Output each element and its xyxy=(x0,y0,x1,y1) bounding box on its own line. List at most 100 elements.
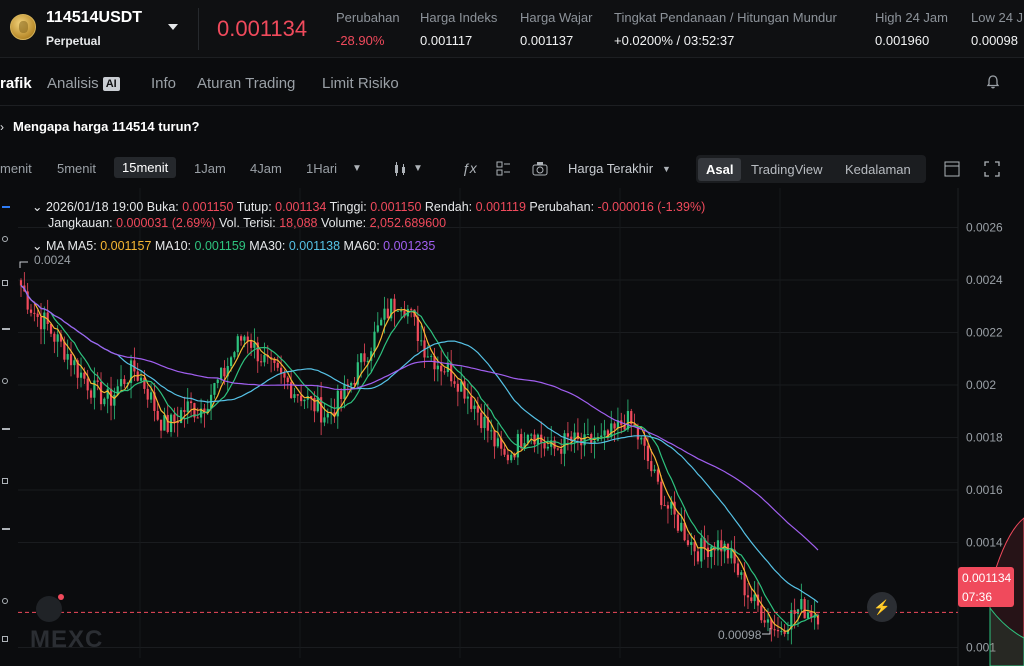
stat-label: High 24 Jam xyxy=(875,10,948,25)
ma30-value: 0.001138 xyxy=(288,239,341,253)
price-type-select[interactable]: Harga Terakhir xyxy=(568,161,654,176)
candle-body xyxy=(440,365,443,372)
volume-value: 2,052.689600 xyxy=(369,216,447,230)
current-price-value: 0.001134 xyxy=(962,571,1012,585)
candle-body xyxy=(396,310,399,312)
y-tick-label: 0.0026 xyxy=(966,221,1003,235)
candle-body xyxy=(500,438,503,449)
timeframe-15min[interactable]: 15menit xyxy=(114,157,177,178)
change-value: -0.000016 (-1.39%) xyxy=(597,200,706,214)
candle-body xyxy=(723,543,726,552)
measure-tool-icon[interactable] xyxy=(2,378,8,384)
low-label: Rendah: xyxy=(424,200,473,214)
view-original[interactable]: Asal xyxy=(698,158,742,181)
crosshair-tool-icon[interactable] xyxy=(2,206,10,208)
view-depth[interactable]: Kedalaman xyxy=(845,162,911,177)
collapse-chevron-icon[interactable]: ⌄ xyxy=(32,200,43,214)
tab-chart[interactable]: rafik xyxy=(0,75,32,92)
delete-tool-icon[interactable] xyxy=(2,636,8,642)
candle-body xyxy=(583,434,586,446)
stat-label: Harga Indeks xyxy=(420,10,498,25)
magnet-tool-icon[interactable] xyxy=(2,478,8,484)
candle-body xyxy=(756,594,760,606)
candle-body xyxy=(223,367,226,377)
candle-body xyxy=(229,357,233,367)
candle-body xyxy=(86,378,89,391)
candle-body xyxy=(59,334,63,342)
candle-body xyxy=(46,312,49,325)
candle-body xyxy=(660,481,663,506)
template-icon[interactable] xyxy=(496,161,511,176)
collapse-chevron-icon[interactable]: ⌄ xyxy=(32,239,43,253)
candle-body xyxy=(760,605,763,621)
bell-icon[interactable] xyxy=(985,74,1001,90)
candle-body xyxy=(336,390,339,417)
tab-trading-rules[interactable]: Aturan Trading xyxy=(197,75,296,92)
candle-body xyxy=(380,319,383,326)
line-tool-icon[interactable] xyxy=(2,236,8,242)
chart-settings-button[interactable] xyxy=(36,594,64,622)
candle-body xyxy=(116,386,119,395)
symbol-dropdown-chevron-icon[interactable] xyxy=(168,24,178,30)
candle-body xyxy=(656,469,660,482)
ohlc-datetime: 2026/01/18 19:00 xyxy=(45,200,144,214)
stat-label: Harga Wajar xyxy=(520,10,593,25)
camera-icon[interactable] xyxy=(532,161,548,176)
quick-trade-bolt-icon[interactable]: ⚡ xyxy=(867,592,897,622)
candle-body xyxy=(736,563,740,575)
tab-analysis[interactable]: Analisis AI xyxy=(47,75,120,92)
candle-type-chevron-icon[interactable]: ▼ xyxy=(413,163,423,174)
candle-body xyxy=(340,390,343,399)
candle-body xyxy=(246,336,249,341)
candle-body xyxy=(186,401,189,413)
tab-risk-limit[interactable]: Limit Risiko xyxy=(322,75,399,92)
candle-body xyxy=(239,336,243,341)
pattern-tool-icon[interactable] xyxy=(2,428,10,430)
candle-body xyxy=(326,413,329,418)
close-value: 0.001134 xyxy=(275,200,327,214)
candle-body xyxy=(536,434,539,445)
candle-body xyxy=(710,546,713,557)
candle-body xyxy=(63,341,66,360)
candle-body xyxy=(193,403,196,418)
candle-body xyxy=(169,414,173,432)
candle-body xyxy=(113,394,116,406)
question-text: Mengapa harga 114514 turun? xyxy=(13,119,200,134)
stat-value: 0.001137 xyxy=(520,33,574,48)
stat-value: 0.00098 xyxy=(971,33,1018,48)
ma5-value: 0.001157 xyxy=(100,239,152,253)
fullscreen-icon[interactable] xyxy=(984,161,1000,177)
timeframe-1h[interactable]: 1Jam xyxy=(194,161,226,176)
shape-tool-icon[interactable] xyxy=(2,280,8,286)
candle-body xyxy=(613,423,616,429)
candle-type-icon[interactable] xyxy=(392,161,408,177)
candle-body xyxy=(806,612,810,619)
candle-body xyxy=(99,381,103,405)
timeframe-1min[interactable]: menit xyxy=(0,161,32,176)
candle-body xyxy=(260,361,263,363)
candlestick-chart[interactable]: 0.0026 0.0024 0.0022 0.002 0.0018 0.0016 0.001… xyxy=(0,188,1024,666)
candle-body xyxy=(563,433,566,454)
layout-icon[interactable] xyxy=(944,161,960,177)
timeframe-5min[interactable]: 5menit xyxy=(57,161,97,176)
price-type-chevron-icon[interactable]: ▼ xyxy=(662,164,671,174)
candle-body xyxy=(523,443,526,449)
candle-body xyxy=(780,631,783,633)
view-tradingview[interactable]: TradingView xyxy=(751,162,823,177)
candle-body xyxy=(456,383,459,392)
timeframe-4h[interactable]: 4Jam xyxy=(250,161,282,176)
lock-tool-icon[interactable] xyxy=(2,528,10,530)
text-tool-icon[interactable] xyxy=(2,328,10,330)
candle-body xyxy=(189,401,193,404)
tab-info[interactable]: Info xyxy=(151,75,177,92)
stat-value: 0.001117 xyxy=(420,33,473,48)
candle-body xyxy=(303,399,306,402)
why-price-down-banner[interactable]: › Mengapa harga 114514 turun? xyxy=(0,106,1024,148)
eye-tool-icon[interactable] xyxy=(2,598,8,604)
more-timeframes-chevron-icon[interactable]: ▼ xyxy=(352,163,362,174)
candle-body xyxy=(333,412,336,417)
indicator-fx-icon[interactable]: ƒx xyxy=(462,160,477,176)
timeframe-1d[interactable]: 1Hari xyxy=(306,161,338,176)
symbol-name[interactable]: 114514USDT xyxy=(46,9,143,26)
candle-body xyxy=(149,392,153,400)
